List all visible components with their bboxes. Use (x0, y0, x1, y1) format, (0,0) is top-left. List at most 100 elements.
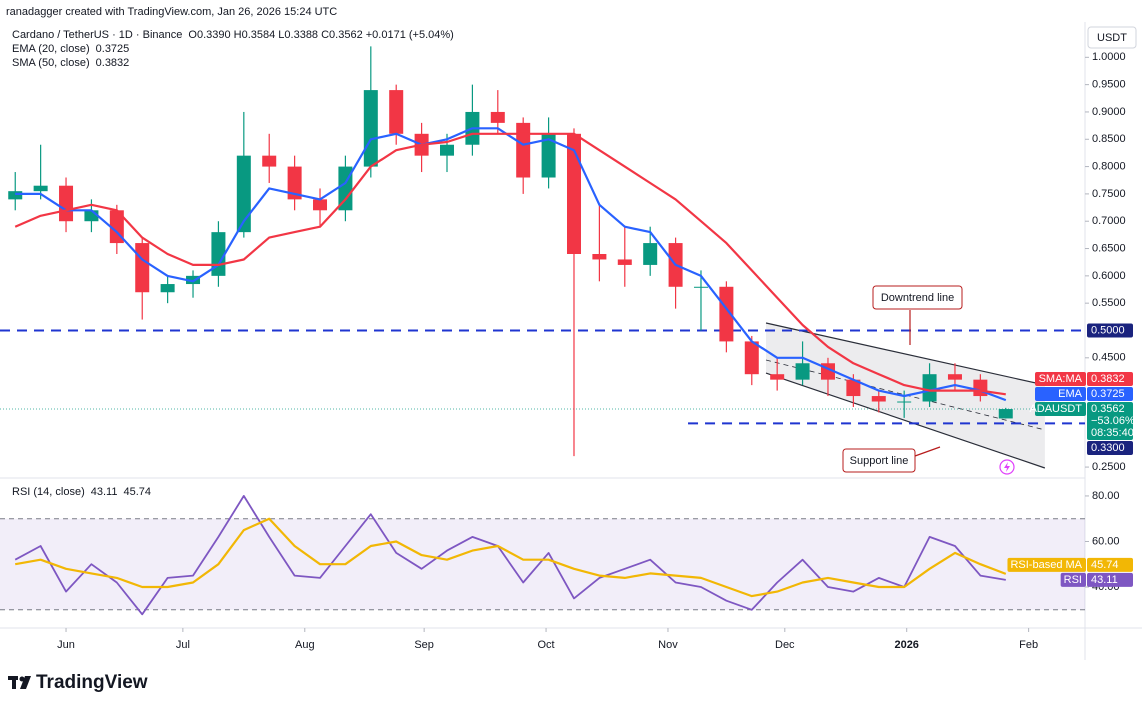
price-tag (1087, 387, 1133, 402)
candle-body (795, 363, 810, 380)
y-tick-label: 0.8000 (1092, 160, 1126, 172)
candle-body (287, 166, 302, 200)
alert-icon-bolt (1004, 462, 1010, 472)
candle-body (643, 243, 658, 265)
x-tick-label: Sep (414, 639, 434, 651)
candle-body (84, 210, 99, 222)
candle-body (516, 122, 531, 178)
legend-text: 45.74 (123, 486, 151, 498)
price-tag-name-box (1035, 387, 1086, 402)
logo (8, 676, 31, 689)
x-tick-label: Aug (295, 639, 315, 651)
y-tick-label: 0.8500 (1092, 133, 1126, 145)
x-tick-label: Oct (537, 639, 554, 651)
x-tick-label: Jul (176, 639, 190, 651)
price-tag-value: 0.3832 (1091, 373, 1125, 385)
legend-text: O0.3390 H0.3584 L0.3388 C0.3562 +0.0171 … (188, 29, 453, 41)
rsi-tag (1087, 572, 1133, 587)
rsi-band-fill (0, 518, 1085, 610)
x-tick-label: 2026 (894, 639, 918, 651)
channel-middle (765, 359, 1045, 431)
y-tick-label: 0.5500 (1092, 297, 1126, 309)
x-tick-label: Feb (1019, 639, 1038, 651)
series-line (14, 495, 1006, 616)
candle-body (262, 155, 277, 167)
legend-text: EMA (20, close) (12, 43, 90, 55)
candle-body (440, 144, 455, 156)
y-tick-label: 0.7500 (1092, 188, 1126, 200)
candle-body (922, 374, 937, 402)
candle-body (617, 259, 632, 265)
candle-body (846, 379, 861, 397)
price-tag-name: SMA:MA (1039, 373, 1083, 385)
rsi-tag-name: RSI-based MA (1010, 559, 1082, 571)
y-tick-label: 80.00 (1092, 490, 1120, 502)
price-tag-countdown: 08:35:40 (1091, 427, 1134, 439)
candle-body (160, 284, 175, 293)
watermark: TradingView (36, 672, 148, 693)
x-tick-label: Dec (775, 639, 795, 651)
currency-box (1087, 26, 1137, 49)
candle-body (592, 254, 607, 260)
series-line (14, 132, 1006, 396)
price-tag-value: 0.3725 (1091, 388, 1125, 400)
logo-part (12, 676, 16, 689)
price-tag-value: 0.3562 (1091, 403, 1125, 415)
candle-body (566, 133, 581, 254)
candle-body (541, 133, 556, 178)
candle-body (744, 341, 759, 375)
currency: USDT (1097, 32, 1127, 44)
candle-body (719, 286, 734, 342)
rsi-tag-value: 43.11 (1091, 574, 1118, 586)
y-tick-label: 0.9500 (1092, 79, 1126, 91)
price-tag (1087, 323, 1133, 338)
price-pane (0, 46, 1085, 469)
legend-text: 0.3832 (96, 57, 130, 69)
price-tag-name: ADAUSDT (1029, 403, 1082, 415)
annotation-text: Downtrend line (881, 292, 954, 304)
candle-body (313, 199, 328, 211)
candle-body (363, 90, 378, 167)
annotation-box (842, 448, 916, 473)
y-tick-label: 0.6000 (1092, 270, 1126, 282)
annotation-pointer (914, 446, 941, 457)
candle-body (186, 275, 201, 285)
y-tick-label: 0.2500 (1092, 461, 1126, 473)
candle-body (693, 286, 708, 288)
rsi-tag-name: RSI (1064, 574, 1082, 586)
legend-text: 43.11 (91, 486, 118, 498)
candle-body (8, 191, 23, 200)
rsi-tag-name-box (1060, 572, 1086, 587)
price-tag-change: −53.06% (1091, 415, 1135, 427)
rsi-tag-name-box (1007, 557, 1086, 572)
candle-body (871, 396, 886, 402)
candle-body (490, 111, 505, 123)
candle-body (897, 401, 912, 403)
legend-text: RSI (14, close) (12, 486, 85, 498)
x-tick-label: Nov (658, 639, 678, 651)
logo-part (19, 676, 25, 682)
price-tag-name-box (1035, 402, 1086, 417)
candle-body (389, 90, 404, 134)
candle-body (770, 374, 785, 380)
price-tag (1087, 402, 1133, 441)
candle-body (236, 155, 251, 233)
legend-text: 0.3725 (96, 43, 130, 55)
y-tick-label: 60.00 (1092, 535, 1120, 547)
credit: ranadagger created with TradingView.com,… (6, 6, 337, 18)
series-line (15, 127, 1007, 402)
candle-body (947, 374, 962, 380)
price-tag (1087, 372, 1133, 387)
y-tick-label: 0.4500 (1092, 352, 1126, 364)
x-tick-label: Jun (57, 639, 75, 651)
y-tick-label: 0.9000 (1092, 106, 1126, 118)
candle-body (135, 243, 150, 293)
annotation-text: Support line (850, 455, 909, 467)
candle-body (998, 409, 1013, 419)
y-tick-label: 0.6500 (1092, 242, 1126, 254)
price-tag-value: 0.3300 (1091, 442, 1125, 454)
price-tag-name: EMA (1058, 388, 1083, 400)
y-tick-label: 0.7000 (1092, 215, 1126, 227)
